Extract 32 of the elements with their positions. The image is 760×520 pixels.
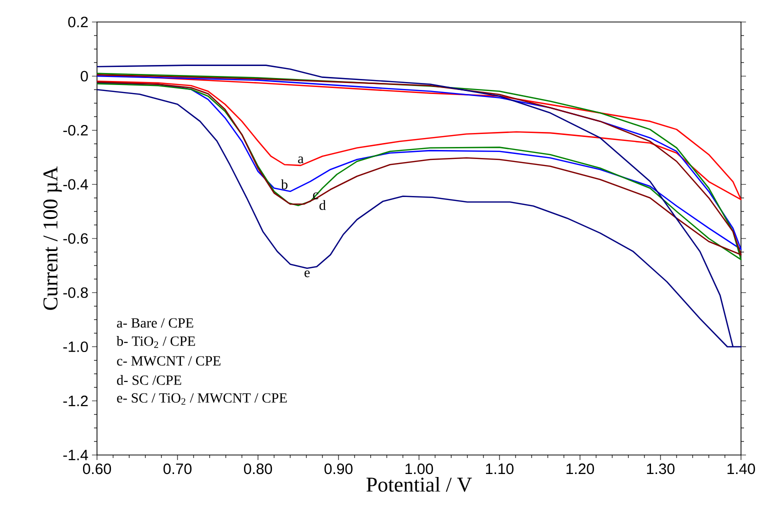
line-series	[96, 74, 742, 200]
y-tick-label: -0.8	[63, 287, 88, 298]
y-tick-label: 0	[80, 70, 88, 82]
y-tick-label: -1.0	[63, 341, 88, 352]
y-tick-label: -0.6	[63, 233, 88, 244]
x-tick-label: 0.60	[82, 464, 112, 474]
line-series	[96, 64, 742, 348]
y-tick-label: -0.4	[63, 179, 88, 190]
y-tick-label: -1.4	[63, 450, 88, 460]
annotation: b- TiO$_{2}$ / CPE	[116, 336, 196, 348]
annotation: d- SC /CPE	[117, 375, 182, 385]
annotation: e	[304, 270, 310, 278]
x-tick-label: 1.00	[406, 464, 434, 474]
x-tick-label: 0.70	[163, 464, 192, 474]
annotation: c	[313, 192, 318, 200]
x-tick-label: 1.20	[566, 464, 594, 474]
x-axis-title: Potential / V	[366, 476, 472, 492]
y-axis-title: Current / 100 µA	[43, 166, 62, 310]
y-tick-label: -1.2	[63, 396, 88, 406]
annotation: a	[298, 156, 304, 164]
annotation: c- MWCNT / CPE	[117, 356, 220, 366]
y-tick-label: 0.2	[68, 16, 88, 28]
annotation: b	[281, 179, 288, 190]
x-tick-label: 0.80	[244, 464, 272, 474]
x-tick-label: 0.90	[324, 464, 353, 474]
x-tick-label: 1.40	[728, 464, 756, 474]
x-tick-label: 1.10	[486, 464, 514, 474]
annotation: a- Bare / CPE	[117, 318, 194, 328]
annotation: e- SC / TiO$_{2}$ / MWCNT / CPE	[117, 393, 287, 405]
x-tick-label: 1.30	[647, 464, 675, 474]
y-tick-label: -0.2	[63, 124, 88, 136]
annotation: d	[319, 200, 326, 210]
